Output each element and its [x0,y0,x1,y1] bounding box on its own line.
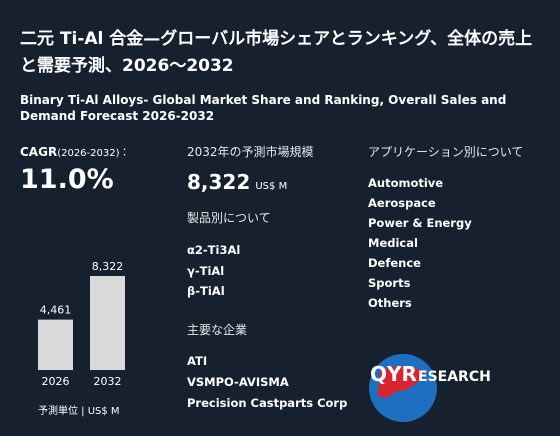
cagr-name: CAGR [20,145,58,159]
list-item: Defence [368,256,421,270]
market-size-unit: US$ M [255,181,288,192]
cagr-value: 11.0% [20,164,114,195]
bar [38,319,73,370]
market-size-label: 2032年の予測市場規模 [187,145,314,159]
list-item: VSMPO-AVISMA [187,375,289,389]
logo-rest: ESEARCH [418,369,491,385]
list-item: Others [368,296,412,310]
category-label: 2032 [94,375,122,388]
market-size-value: 8,322 [187,170,251,194]
applications-heading: アプリケーション別について [368,145,524,159]
list-item: γ-TiAl [187,263,225,278]
value-label: 4,461 [40,304,72,317]
list-item: Automotive [368,176,444,190]
list-item: Power & Energy [368,216,472,230]
companies-heading: 主要な企業 [187,323,248,337]
cagr-period: (2026-2032)： [57,148,130,159]
list-item: Precision Castparts Corp [187,396,348,410]
list-item: Sports [368,276,411,290]
list-item: Aerospace [368,196,436,210]
subtitle: Binary Ti-Al Alloys- Global Market Share… [20,93,507,123]
cagr-label: CAGR(2026-2032)： [20,144,130,159]
products-heading: 製品別について [187,211,271,225]
title: 二元 Ti-Al 合金—グローバル市場シェアとランキング、全体の売上と需要予測、… [20,29,533,76]
market-size: 8,322 US$ M [187,170,287,194]
logo: QYR ESEARCH [369,354,491,422]
logo-brand: QYR [370,362,417,386]
bar [90,276,125,370]
category-label: 2026 [42,375,70,388]
list-item: α2-Ti3Al [187,243,241,257]
value-label: 8,322 [92,260,124,273]
list-item: Medical [368,236,418,250]
list-item: ATI [187,354,208,368]
list-item: β-TiAl [187,284,225,298]
logo-swoosh [378,366,425,398]
unit-note: 予測単位 | US$ M [38,404,120,417]
